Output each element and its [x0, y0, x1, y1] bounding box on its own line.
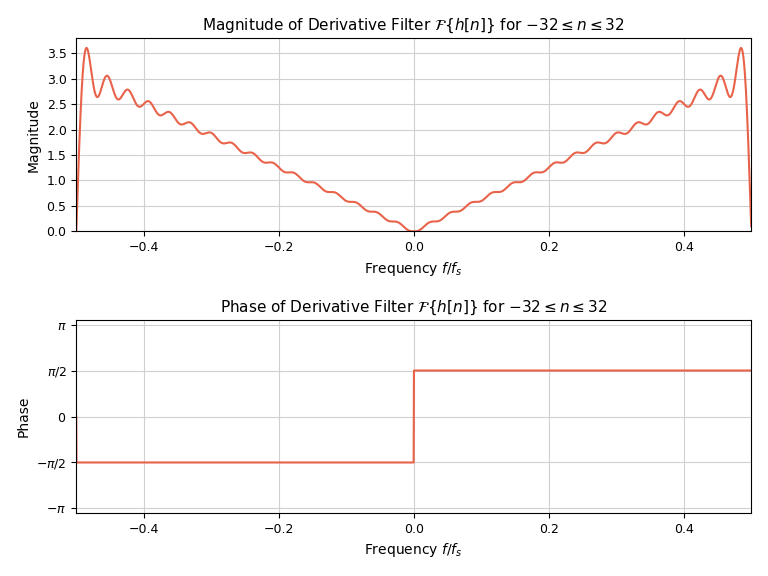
- Y-axis label: Phase: Phase: [17, 396, 31, 437]
- Title: Phase of Derivative Filter $\mathcal{F}\{h[n]\}$ for $-32 \leq n \leq 32$: Phase of Derivative Filter $\mathcal{F}\…: [220, 298, 607, 317]
- X-axis label: Frequency $f/f_s$: Frequency $f/f_s$: [365, 541, 463, 559]
- Y-axis label: Magnitude: Magnitude: [27, 98, 41, 172]
- Title: Magnitude of Derivative Filter $\mathcal{F}\{h[n]\}$ for $-32 \leq n \leq 32$: Magnitude of Derivative Filter $\mathcal…: [203, 17, 625, 35]
- X-axis label: Frequency $f/f_s$: Frequency $f/f_s$: [365, 260, 463, 278]
